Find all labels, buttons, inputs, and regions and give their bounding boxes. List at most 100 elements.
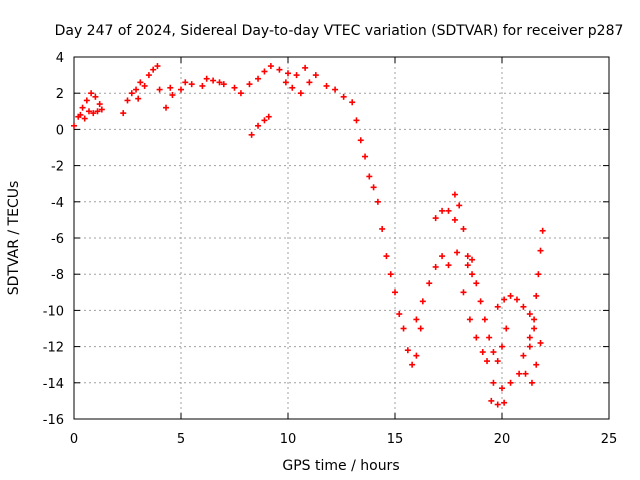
data-point	[533, 361, 540, 368]
x-tick-label: 5	[177, 432, 185, 447]
y-tick-label: -16	[43, 413, 64, 428]
data-point	[312, 72, 319, 79]
data-point	[413, 352, 420, 359]
data-point	[297, 90, 304, 97]
data-point	[481, 316, 488, 323]
data-point	[220, 81, 227, 88]
data-point	[128, 90, 135, 97]
data-point	[141, 82, 148, 89]
x-tick-label: 0	[70, 432, 78, 447]
data-point	[133, 86, 140, 93]
y-axis-label: SDTVAR / TECUs	[6, 181, 22, 296]
data-point	[526, 343, 533, 350]
y-tick-label: -10	[43, 304, 64, 319]
data-point	[503, 325, 510, 332]
data-point	[516, 370, 523, 377]
data-point	[499, 385, 505, 392]
data-point	[484, 358, 491, 365]
data-point	[374, 198, 381, 205]
data-point	[90, 110, 97, 117]
data-point	[445, 207, 452, 214]
grid-lines	[74, 57, 609, 419]
data-point	[353, 117, 360, 124]
data-point	[520, 352, 527, 359]
data-point	[473, 334, 480, 341]
data-point	[370, 184, 377, 191]
data-point	[332, 86, 339, 93]
data-point	[188, 81, 195, 88]
data-point	[178, 86, 184, 93]
data-point	[432, 263, 439, 270]
data-point	[81, 115, 88, 122]
data-point	[488, 397, 495, 404]
data-point	[124, 97, 131, 104]
data-point	[451, 216, 458, 223]
data-point	[539, 227, 546, 234]
y-tick-label: -12	[43, 341, 64, 356]
data-point	[261, 68, 268, 75]
data-point	[466, 316, 473, 323]
data-point	[404, 347, 411, 354]
data-point	[289, 84, 296, 91]
data-point	[237, 90, 244, 97]
data-point	[150, 66, 157, 73]
y-tick-label: -14	[43, 377, 64, 392]
data-point	[501, 296, 508, 303]
data-point	[531, 316, 538, 323]
data-point	[426, 280, 433, 287]
data-point	[392, 289, 398, 296]
data-point	[513, 296, 520, 303]
data-point	[203, 75, 210, 82]
data-point	[71, 122, 77, 129]
data-point	[490, 349, 497, 356]
data-point	[323, 82, 330, 89]
data-point	[366, 173, 373, 180]
y-tick-label: -2	[51, 160, 64, 175]
data-point	[145, 72, 152, 79]
data-point	[285, 70, 291, 77]
data-point	[357, 137, 364, 144]
data-point	[464, 253, 471, 260]
data-point	[419, 298, 426, 305]
y-tick-label: -6	[51, 232, 64, 247]
data-point	[120, 110, 127, 117]
data-point	[460, 289, 467, 296]
data-point	[535, 271, 542, 278]
data-point	[520, 303, 527, 310]
data-point	[494, 358, 501, 365]
data-point	[537, 247, 544, 254]
data-point	[302, 64, 309, 71]
data-point	[528, 379, 535, 386]
data-point	[494, 303, 501, 310]
data-point	[454, 249, 461, 256]
x-axis-label: GPS time / hours	[282, 458, 399, 474]
data-point	[135, 95, 142, 102]
data-point	[362, 153, 369, 160]
data-point	[231, 84, 238, 91]
y-tick-label: 4	[56, 51, 64, 66]
data-point	[400, 325, 407, 332]
data-point	[439, 253, 446, 260]
data-point	[469, 271, 476, 278]
data-point	[413, 316, 420, 323]
data-series	[71, 63, 546, 408]
data-point	[464, 262, 471, 269]
data-point	[473, 280, 480, 287]
data-point	[96, 101, 103, 108]
data-point	[477, 298, 484, 305]
data-point	[92, 93, 99, 100]
data-point	[526, 334, 533, 341]
data-point	[349, 99, 356, 106]
data-point	[531, 325, 538, 332]
y-tick-label: -4	[51, 196, 64, 211]
data-point	[469, 256, 476, 263]
chart-title: Day 247 of 2024, Sidereal Day-to-day VTE…	[55, 23, 624, 39]
data-point	[265, 113, 272, 120]
data-point	[340, 93, 347, 100]
data-point	[479, 349, 486, 356]
data-point	[282, 79, 289, 86]
data-point	[379, 225, 386, 232]
data-point	[167, 84, 174, 91]
